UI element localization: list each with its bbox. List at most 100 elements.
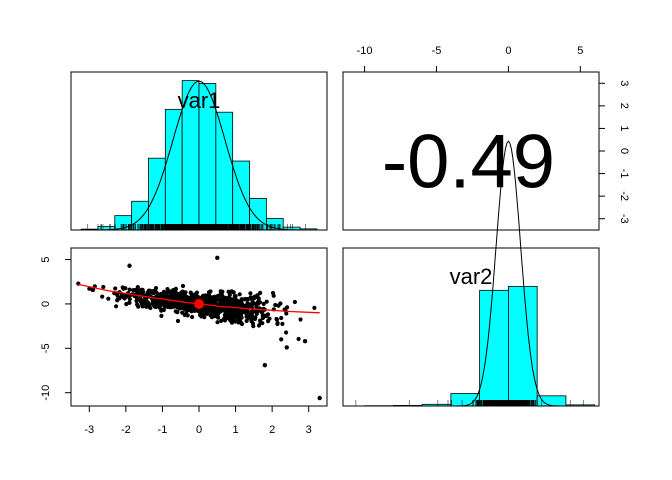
- right-axis-tick-label: 2: [618, 103, 630, 109]
- scatter-point: [233, 294, 238, 299]
- var1-bar: [148, 157, 166, 231]
- scatter-point: [284, 330, 289, 335]
- scatter-point: [248, 296, 253, 301]
- scatter-point: [249, 314, 255, 319]
- scatter-point: [296, 336, 301, 342]
- scatter-point: [161, 289, 166, 294]
- scatter-point: [251, 324, 256, 329]
- scatter-point: [180, 283, 186, 289]
- scatter-point: [127, 300, 132, 305]
- scatter-point: [171, 303, 176, 308]
- scatter-point: [206, 301, 211, 306]
- scatter-points: [76, 255, 322, 401]
- right-axis-tick-label: -1: [618, 169, 630, 179]
- var2-bar: [507, 285, 538, 407]
- scatter-point: [270, 290, 276, 296]
- scatter-point: [264, 314, 269, 319]
- scatter-point: [261, 301, 266, 306]
- scatter-panel-border: [70, 247, 328, 407]
- scatter-point: [204, 307, 209, 312]
- var1-panel-border: [70, 71, 328, 231]
- scatter-point: [208, 306, 213, 311]
- scatter-point: [215, 320, 220, 325]
- scatter-point: [175, 318, 181, 324]
- scatter-outlier-point: [284, 345, 289, 350]
- scatter-point: [208, 289, 213, 294]
- bottom-axis-tick-label: -2: [121, 424, 131, 436]
- scatter-point: [236, 299, 241, 304]
- scatter-point: [101, 284, 106, 290]
- scatter-outlier-point: [215, 255, 220, 260]
- scatter-outlier-point: [302, 339, 308, 344]
- var1-bar: [164, 108, 183, 231]
- scatter-point: [279, 315, 284, 321]
- scatter-point: [159, 313, 164, 318]
- scatter-point: [144, 304, 149, 309]
- var1-rug: [87, 224, 306, 230]
- var2-bar: [479, 289, 509, 407]
- scatter-point: [217, 293, 222, 298]
- scatter-point: [202, 315, 207, 320]
- top-axis-tick-label: 0: [505, 45, 511, 57]
- scatter-point: [245, 309, 250, 314]
- scatter-point: [298, 317, 303, 322]
- scatter-point: [205, 297, 210, 302]
- bottom-axis-tick-label: 0: [196, 424, 202, 436]
- scatter-point: [214, 297, 219, 302]
- right-axis-tick-label: 0: [618, 148, 630, 154]
- scatter-point: [260, 315, 265, 321]
- scatter-point: [247, 302, 252, 307]
- scatter-point: [273, 302, 278, 308]
- scatter-outlier-point: [127, 263, 132, 268]
- scatter-point: [280, 321, 285, 326]
- scatter-point: [127, 297, 132, 302]
- scatter-point: [138, 299, 143, 304]
- scatter-point: [239, 321, 245, 327]
- right-axis-tick-label: -2: [618, 191, 630, 201]
- scatter-point: [223, 295, 228, 300]
- scatter-point: [233, 307, 238, 312]
- scatter-point: [292, 299, 297, 305]
- scatter-point: [278, 301, 283, 306]
- scatter-point: [212, 308, 217, 313]
- scatter-point: [162, 303, 167, 308]
- scatter-point: [106, 296, 111, 301]
- bottom-axis-tick-label: 1: [233, 424, 239, 436]
- scatter-point: [193, 292, 198, 297]
- scatter-point: [150, 300, 155, 305]
- scatter-point: [235, 314, 240, 319]
- scatter-point: [118, 295, 123, 300]
- scatter-point: [113, 286, 118, 291]
- scatter-point: [192, 296, 197, 301]
- scatter-point: [134, 298, 139, 304]
- scatter-point: [90, 287, 95, 292]
- scatter-point: [189, 303, 194, 308]
- scatter-point: [284, 311, 289, 316]
- scatter-point: [151, 291, 156, 296]
- scatter-point: [237, 292, 242, 297]
- scatter-point: [258, 320, 263, 325]
- scatter-point: [252, 309, 257, 314]
- scatter-point: [275, 321, 280, 327]
- scatter-point: [180, 289, 185, 294]
- scatter-outlier-point: [262, 362, 268, 368]
- scatter-point: [244, 318, 249, 323]
- var1-density-curve: [77, 80, 321, 231]
- scatter-point: [189, 308, 194, 313]
- scatter-point: [217, 307, 222, 312]
- scatter-outlier-point: [317, 395, 322, 401]
- scatter-point: [115, 298, 120, 303]
- var2-rug: [355, 400, 584, 406]
- scatter-point: [220, 289, 225, 294]
- scatter-point: [227, 292, 232, 298]
- correlation-value: -0.49: [382, 119, 555, 204]
- scatter-point: [211, 295, 216, 300]
- top-axis-tick-label: -5: [432, 45, 442, 57]
- var2-label: var2: [450, 264, 493, 289]
- scatter-point: [233, 319, 238, 324]
- scatter-point: [114, 304, 119, 309]
- scatter-point: [255, 299, 261, 305]
- var1-label: var1: [178, 88, 221, 113]
